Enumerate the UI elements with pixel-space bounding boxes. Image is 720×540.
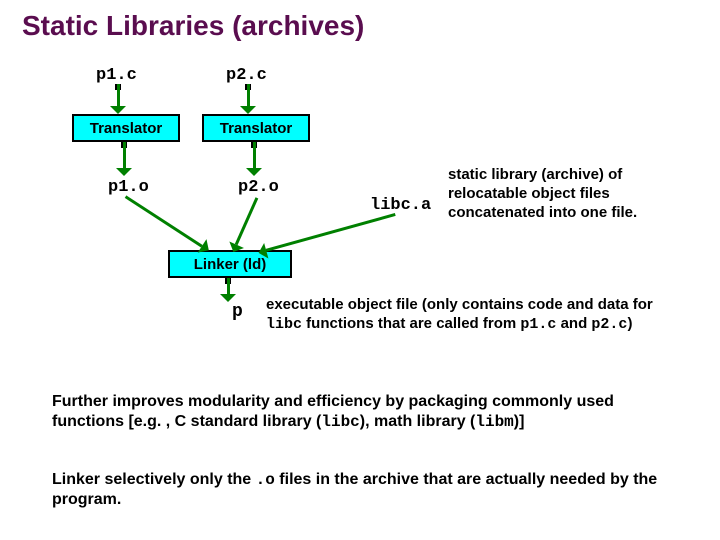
label-p1c: p1.c [96,66,137,85]
label-p2o: p2.o [238,178,279,197]
paragraph-selective: Linker selectively only the .o files in … [52,470,672,510]
label-p2c: p2.c [226,66,267,85]
box-translator-2: Translator [202,114,310,142]
label-p: p [232,302,243,322]
annotation-executable: executable object file (only contains co… [266,296,684,335]
paragraph-modularity: Further improves modularity and efficien… [52,392,672,432]
annotation-static-lib: static library (archive) of relocatable … [448,166,704,222]
label-p1o: p1.o [108,178,149,197]
box-translator-1: Translator [72,114,180,142]
box-linker: Linker (ld) [168,250,292,278]
label-libca: libc.a [370,196,431,215]
slide-title: Static Libraries (archives) [22,10,364,42]
